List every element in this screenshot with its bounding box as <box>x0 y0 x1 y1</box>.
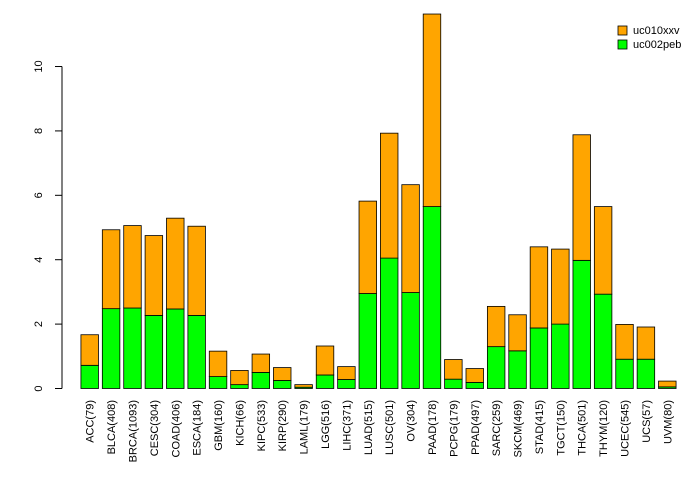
x-tick-label: UCS(57) <box>641 400 653 443</box>
bar-uc010xxv-SARC(259) <box>486 305 506 348</box>
bar-uc002peb-ACC(79) <box>80 364 99 389</box>
y-tick-label: 2 <box>33 321 45 327</box>
bar-uc010xxv-LGG(516) <box>315 345 335 376</box>
bar-uc010xxv-OV(304) <box>401 184 420 293</box>
bar-uc010xxv-COAD(406) <box>166 217 185 310</box>
x-tick-label: PCPG(179) <box>448 400 460 457</box>
x-axis-labels: ACC(79) BLCA(408) BRCA(1093) CESC(304) COAD(… <box>85 400 675 462</box>
bar-uc010xxv-GBM(160) <box>208 350 228 377</box>
bar-uc010xxv-BRCA(1093) <box>123 225 142 309</box>
bar-uc002peb-UCS(57) <box>636 358 656 389</box>
bar-uc002peb-STAD(415) <box>529 327 549 389</box>
bar-uc002peb-TGCT(150) <box>551 323 570 389</box>
bar-uc010xxv-UVM(80) <box>658 380 677 388</box>
x-tick-label: GBM(160) <box>213 400 225 451</box>
bar-uc002peb-PAAD(178) <box>422 206 442 389</box>
bar-uc002peb-SKCM(469) <box>508 350 527 389</box>
bar-uc002peb-THCA(501) <box>572 259 591 389</box>
y-tick-label: 6 <box>33 192 45 198</box>
x-tick-label: BLCA(408) <box>106 400 118 454</box>
y-tick-label: 0 <box>33 385 45 391</box>
bar-group <box>80 13 677 389</box>
bar-uc010xxv-LUSC(501) <box>380 132 399 259</box>
bar-uc010xxv-KIRP(290) <box>273 367 292 381</box>
bar-uc002peb-THYM(120) <box>593 293 613 389</box>
x-tick-label: LGG(516) <box>320 400 332 449</box>
bar-uc010xxv-LIHC(371) <box>337 366 356 380</box>
x-tick-label: PAAD(178) <box>427 400 439 455</box>
bar-uc010xxv-PCPG(179) <box>444 359 463 380</box>
bar-uc010xxv-STAD(415) <box>529 246 549 329</box>
x-tick-label: BRCA(1093) <box>127 400 139 462</box>
bar-uc010xxv-LAML(179) <box>294 384 313 388</box>
bar-uc002peb-LUAD(515) <box>358 293 377 389</box>
x-tick-label: THYM(120) <box>598 400 610 457</box>
x-tick-label: ACC(79) <box>85 400 97 443</box>
x-tick-label: TGCT(150) <box>555 400 567 456</box>
x-tick-label: STAD(415) <box>534 400 546 454</box>
legend-swatch-uc002peb <box>617 39 628 50</box>
bar-uc010xxv-ESCA(184) <box>187 225 206 316</box>
legend-label-uc010xxv: uc010xxv <box>633 25 680 37</box>
bar-uc002peb-ESCA(184) <box>187 315 206 389</box>
bar-uc010xxv-LUAD(515) <box>358 200 377 294</box>
x-tick-label: SKCM(469) <box>513 400 525 457</box>
y-tick-label: 4 <box>33 257 45 263</box>
bar-uc002peb-LGG(516) <box>315 374 335 389</box>
bar-uc002peb-SARC(259) <box>486 346 506 389</box>
legend-swatch-uc010xxv <box>617 25 628 36</box>
bar-uc002peb-OV(304) <box>401 292 420 389</box>
bar-uc010xxv-BLCA(408) <box>101 229 121 310</box>
bar-uc002peb-COAD(406) <box>166 308 185 389</box>
bar-uc002peb-BRCA(1093) <box>123 307 142 389</box>
bar-uc010xxv-KIPC(533) <box>251 353 271 373</box>
x-tick-label: ESCA(184) <box>192 400 204 456</box>
bar-uc010xxv-TGCT(150) <box>551 248 570 325</box>
bar-uc010xxv-KICH(66) <box>230 370 249 386</box>
bar-uc010xxv-THCA(501) <box>572 134 591 261</box>
bar-uc010xxv-UCS(57) <box>636 326 656 360</box>
legend-label-uc002peb: uc002peb <box>633 39 681 51</box>
x-tick-label: LUSC(501) <box>384 400 396 455</box>
x-tick-label: UCEC(545) <box>620 400 632 457</box>
x-tick-label: KIPC(533) <box>256 400 268 451</box>
bar-uc010xxv-ACC(79) <box>80 334 99 366</box>
bar-uc002peb-CESC(304) <box>144 315 164 389</box>
bar-uc002peb-PPAD(497) <box>465 381 484 389</box>
x-tick-label: KICH(66) <box>234 400 246 446</box>
y-tick-label: 10 <box>33 60 45 72</box>
x-tick-label: COAD(406) <box>170 400 182 457</box>
bar-uc002peb-GBM(160) <box>208 376 228 389</box>
bar-uc002peb-LUSC(501) <box>380 257 399 389</box>
bar-uc010xxv-UCEC(545) <box>615 324 634 360</box>
bar-uc002peb-BLCA(408) <box>101 308 121 389</box>
legend: uc010xxv uc002peb <box>617 25 681 51</box>
bar-uc010xxv-PAAD(178) <box>422 13 442 207</box>
x-tick-label: CESC(304) <box>149 400 161 456</box>
bar-uc002peb-LIHC(371) <box>337 379 356 389</box>
x-tick-label: SARC(259) <box>491 400 503 456</box>
x-tick-label: LUAD(515) <box>363 400 375 455</box>
x-tick-label: THCA(501) <box>577 400 589 456</box>
x-tick-label: LAML(179) <box>299 400 311 454</box>
bar-uc010xxv-SKCM(469) <box>508 314 527 352</box>
bar-uc002peb-KICH(66) <box>230 384 249 389</box>
y-tick-label: 8 <box>33 128 45 134</box>
bar-uc002peb-PCPG(179) <box>444 378 463 389</box>
x-tick-label: PPAD(497) <box>470 400 482 455</box>
bar-uc002peb-UCEC(545) <box>615 358 634 389</box>
bar-uc010xxv-THYM(120) <box>593 206 613 295</box>
bar-uc002peb-KIPC(533) <box>251 371 271 389</box>
bar-uc010xxv-PPAD(497) <box>465 368 484 383</box>
x-tick-label: OV(304) <box>406 400 418 442</box>
x-tick-label: KIRP(290) <box>277 400 289 451</box>
x-tick-label: UVM(80) <box>662 400 674 444</box>
bar-uc002peb-KIRP(290) <box>273 380 292 389</box>
bar-uc010xxv-CESC(304) <box>144 235 164 316</box>
y-axis: 0 2 4 6 8 10 <box>33 60 63 392</box>
x-tick-label: LIHC(371) <box>341 400 353 451</box>
